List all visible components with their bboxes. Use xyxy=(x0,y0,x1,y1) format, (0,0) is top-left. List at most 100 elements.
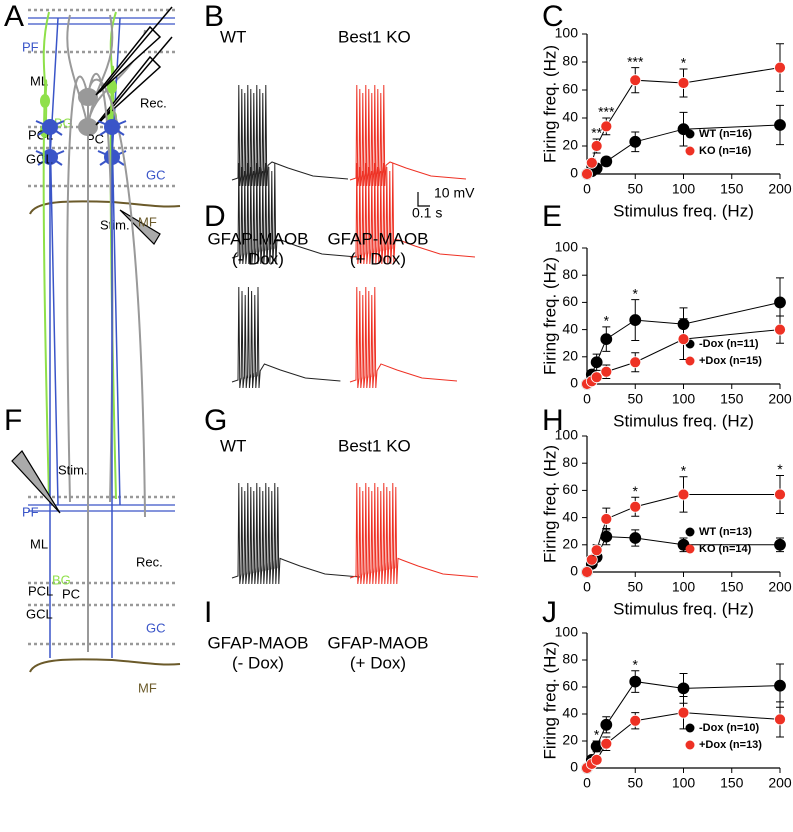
y-tick-label: 100 xyxy=(555,624,579,640)
x-tick-label: 0 xyxy=(583,579,591,595)
data-point xyxy=(590,371,603,384)
trace-label: GFAP-MAOB xyxy=(327,229,428,248)
data-point xyxy=(677,333,690,346)
diagram-label: PC xyxy=(62,586,80,601)
bergmann-glia xyxy=(42,79,50,500)
data-point xyxy=(590,356,603,369)
y-tick-label: 20 xyxy=(562,348,578,364)
y-axis-title: Firing freq. (Hz) xyxy=(540,641,559,759)
diagram-label: ML xyxy=(30,73,48,88)
diagram-label: GC xyxy=(146,167,166,182)
data-point xyxy=(774,488,786,501)
x-tick-label: 0 xyxy=(583,181,591,197)
significance: * xyxy=(681,463,687,479)
x-tick-label: 50 xyxy=(627,391,643,407)
y-tick-label: 60 xyxy=(562,81,578,97)
x-tick-label: 50 xyxy=(627,775,643,791)
voltage-trace xyxy=(231,162,358,265)
data-point xyxy=(590,544,603,557)
trace-label: GFAP-MAOB xyxy=(327,633,428,652)
legend-label: -Dox (n=10) xyxy=(699,722,760,734)
panel-label: F xyxy=(4,404,22,437)
data-point xyxy=(677,77,690,89)
data-point xyxy=(629,356,642,369)
panel-label: I xyxy=(204,596,212,629)
panel-label: J xyxy=(542,596,557,629)
granule-dendrite xyxy=(37,126,51,136)
scale-label: 0.1 s xyxy=(412,205,442,221)
significance: ** xyxy=(591,125,602,141)
y-tick-label: 0 xyxy=(570,759,578,775)
data-point xyxy=(629,74,642,87)
trace-label: Best1 KO xyxy=(338,436,411,455)
panel-label: H xyxy=(542,404,564,437)
y-tick-label: 60 xyxy=(562,293,578,309)
granule-dendrite xyxy=(49,150,65,158)
diagram-label: GCL xyxy=(26,606,53,621)
significance: * xyxy=(633,285,639,301)
data-point xyxy=(600,155,613,168)
bergmann-glia xyxy=(42,11,50,132)
panel-label: B xyxy=(204,0,224,33)
significance: *** xyxy=(627,53,644,69)
x-tick-label: 0 xyxy=(583,391,591,407)
x-tick-label: 100 xyxy=(672,181,696,197)
voltage-trace xyxy=(349,482,479,585)
legend-label: +Dox (n=13) xyxy=(699,739,762,751)
significance: * xyxy=(594,727,600,743)
legend-label: WT (n=13) xyxy=(699,526,752,538)
y-axis-title: Firing freq. (Hz) xyxy=(540,445,559,563)
diagram-label: PF xyxy=(22,504,39,519)
granule-dendrite xyxy=(49,120,65,128)
legend-marker xyxy=(685,740,695,750)
y-tick-label: 20 xyxy=(562,137,578,153)
data-point xyxy=(774,679,786,692)
trace-label: WT xyxy=(220,27,246,46)
x-axis-title: Stimulus freq. (Hz) xyxy=(613,599,754,618)
trace-label: GFAP-MAOB xyxy=(207,633,308,652)
trace-label: WT xyxy=(220,436,246,455)
voltage-trace xyxy=(349,286,458,389)
x-tick-label: 200 xyxy=(768,579,792,595)
data-point xyxy=(629,314,642,326)
y-tick-label: 40 xyxy=(562,705,578,721)
significance: * xyxy=(681,55,687,71)
data-point xyxy=(677,682,690,695)
granule-dendrite xyxy=(111,156,125,166)
purkinje-dendrite xyxy=(66,14,146,194)
y-axis-title: Firing freq. (Hz) xyxy=(540,257,559,375)
y-tick-label: 80 xyxy=(562,651,578,667)
granule-dendrite xyxy=(49,126,63,136)
data-point xyxy=(590,754,603,766)
data-point xyxy=(600,718,613,731)
diagram-label: BG xyxy=(54,115,73,130)
electrode-wire xyxy=(99,6,173,93)
panel-label: G xyxy=(204,404,227,437)
x-tick-label: 100 xyxy=(672,579,696,595)
granule-dendrite xyxy=(111,126,125,136)
data-point xyxy=(581,566,593,578)
y-tick-label: 0 xyxy=(570,563,578,579)
trace-label: GFAP-MAOB xyxy=(207,229,308,248)
legend-label: WT (n=16) xyxy=(699,128,752,140)
granule-dendrite xyxy=(97,120,113,128)
voltage-trace xyxy=(349,84,467,187)
panel-label: C xyxy=(542,0,564,33)
x-axis-title: Stimulus freq. (Hz) xyxy=(613,201,754,220)
legend-marker xyxy=(685,356,695,366)
y-tick-label: 80 xyxy=(562,53,578,69)
granule-axon xyxy=(49,126,59,658)
significance: * xyxy=(633,657,639,673)
diagram-label: BG xyxy=(52,572,71,587)
data-point xyxy=(774,119,786,131)
voltage-trace xyxy=(231,482,361,585)
y-tick-label: 80 xyxy=(562,266,578,282)
y-tick-label: 0 xyxy=(570,375,578,391)
legend-marker xyxy=(685,527,695,537)
data-point xyxy=(600,333,613,346)
y-tick-label: 40 xyxy=(562,320,578,336)
x-tick-label: 50 xyxy=(627,181,643,197)
voltage-trace xyxy=(231,84,349,187)
legend-label: KO (n=14) xyxy=(699,543,752,555)
